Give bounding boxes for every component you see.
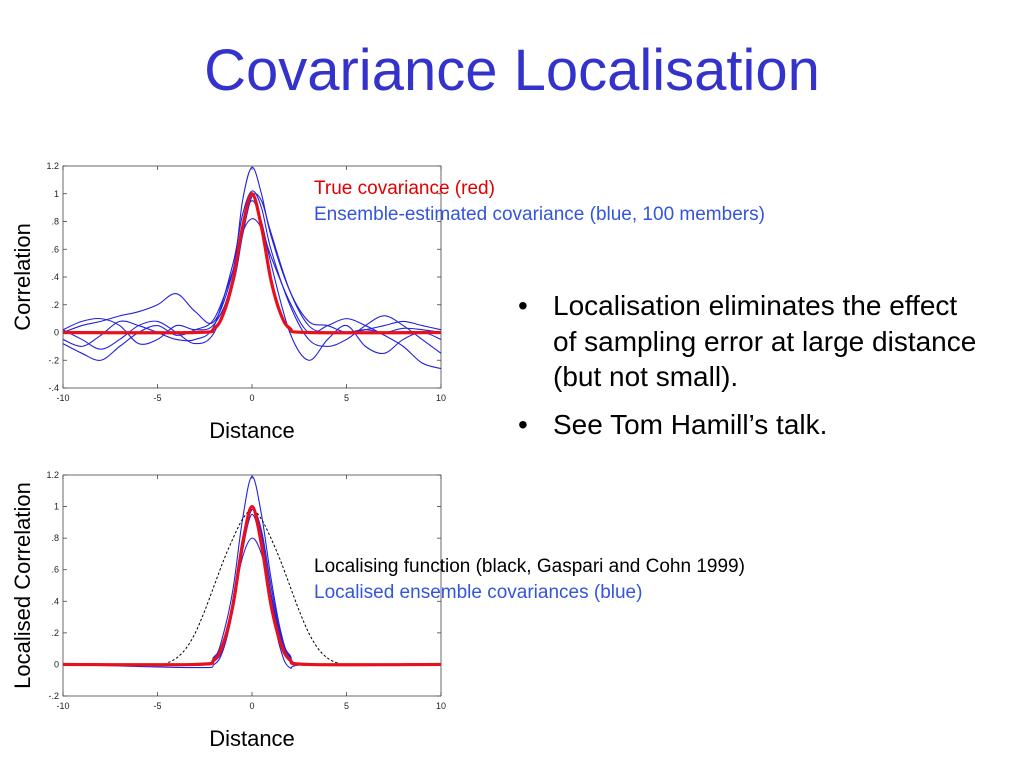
localising-function-note: Localising function (black, Gaspari and …: [314, 556, 745, 577]
bottom-x-tick-label: 10: [436, 701, 446, 711]
bullet-list: • Localisation eliminates the effect of …: [510, 288, 980, 454]
bottom-y-tick-label: .6: [51, 565, 59, 575]
top-x-axis-label: Distance: [209, 418, 295, 443]
top-chart-legend: True covariance (red) Ensemble-estimated…: [314, 176, 765, 227]
bottom-x-tick-label: 0: [249, 701, 254, 711]
bottom-x-tick-label: 5: [344, 701, 349, 711]
top-y-tick-label: 1.2: [46, 161, 59, 171]
bottom-x-axis-label: Distance: [209, 726, 295, 751]
top-y-tick-label: .4: [51, 272, 59, 282]
top-x-tick-label: 10: [436, 393, 446, 403]
bullet-item: • Localisation eliminates the effect of …: [510, 288, 980, 395]
top-true-covariance-line: [62, 192, 442, 335]
bottom-ensemble-line-3: [62, 513, 442, 669]
localised-ensemble-note: Localised ensemble covariances (blue): [314, 581, 643, 603]
top-x-tick-label: -10: [56, 393, 69, 403]
top-x-tick-label: -5: [153, 393, 161, 403]
bullet-item: • See Tom Hamill’s talk.: [510, 407, 980, 443]
bottom-y-tick-label: 1.2: [46, 470, 59, 480]
top-y-tick-label: 1: [54, 189, 59, 199]
top-y-tick-label: .6: [51, 244, 59, 254]
top-ensemble-line-5: [62, 193, 442, 345]
top-x-tick-label: 5: [344, 393, 349, 403]
top-y-tick-label: -.2: [48, 355, 59, 365]
bullet-icon: •: [518, 290, 528, 321]
bullet-text: Localisation eliminates the effect of sa…: [553, 290, 977, 393]
top-ensemble-line-4: [62, 218, 442, 370]
bottom-y-tick-label: .8: [51, 533, 59, 543]
bottom-y-tick-label: 0: [54, 659, 59, 669]
bullet-text: See Tom Hamill’s talk.: [553, 408, 828, 440]
correlation-chart: -.4 -.2 0 .2 .4 .6 .8 1 1.2 -10 -5 0 5 10 Distance Corr…: [10, 161, 446, 443]
localised-correlation-chart: -.2 0 .2 .4 .6 .8 1 1.2 -10 -5 0 5 10 Distance Localis…: [10, 470, 446, 751]
true-covariance-note: True covariance (red): [314, 178, 495, 199]
top-y-tick-label: 0: [54, 328, 59, 338]
bottom-y-tick-label: 1: [54, 502, 59, 512]
top-y-axis-label: Correlation: [10, 223, 35, 331]
bottom-x-tick-label: -10: [56, 701, 69, 711]
bottom-y-tick-label: .2: [51, 628, 59, 638]
top-x-tick-label: 0: [249, 393, 254, 403]
slide-title: Covariance Localisation: [204, 38, 820, 103]
top-ensemble-line-3: [62, 200, 442, 361]
bottom-chart-legend: Localising function (black, Gaspari and …: [314, 554, 745, 605]
bottom-y-axis-label: Localised Correlation: [10, 482, 35, 689]
bottom-true-covariance-line: [62, 504, 442, 667]
bottom-y-tick-label: -.2: [48, 691, 59, 701]
top-y-tick-label: .2: [51, 300, 59, 310]
ensemble-covariance-note: Ensemble-estimated covariance (blue, 100…: [314, 203, 765, 225]
top-y-tick-label: .8: [51, 217, 59, 227]
bottom-y-tick-label: .4: [51, 596, 59, 606]
bottom-x-tick-label: -5: [153, 701, 161, 711]
top-ensemble-line-1: [62, 166, 442, 334]
top-ensemble-line-2: [62, 190, 442, 354]
top-y-tick-label: -.4: [48, 383, 59, 393]
bullet-icon: •: [518, 408, 528, 440]
